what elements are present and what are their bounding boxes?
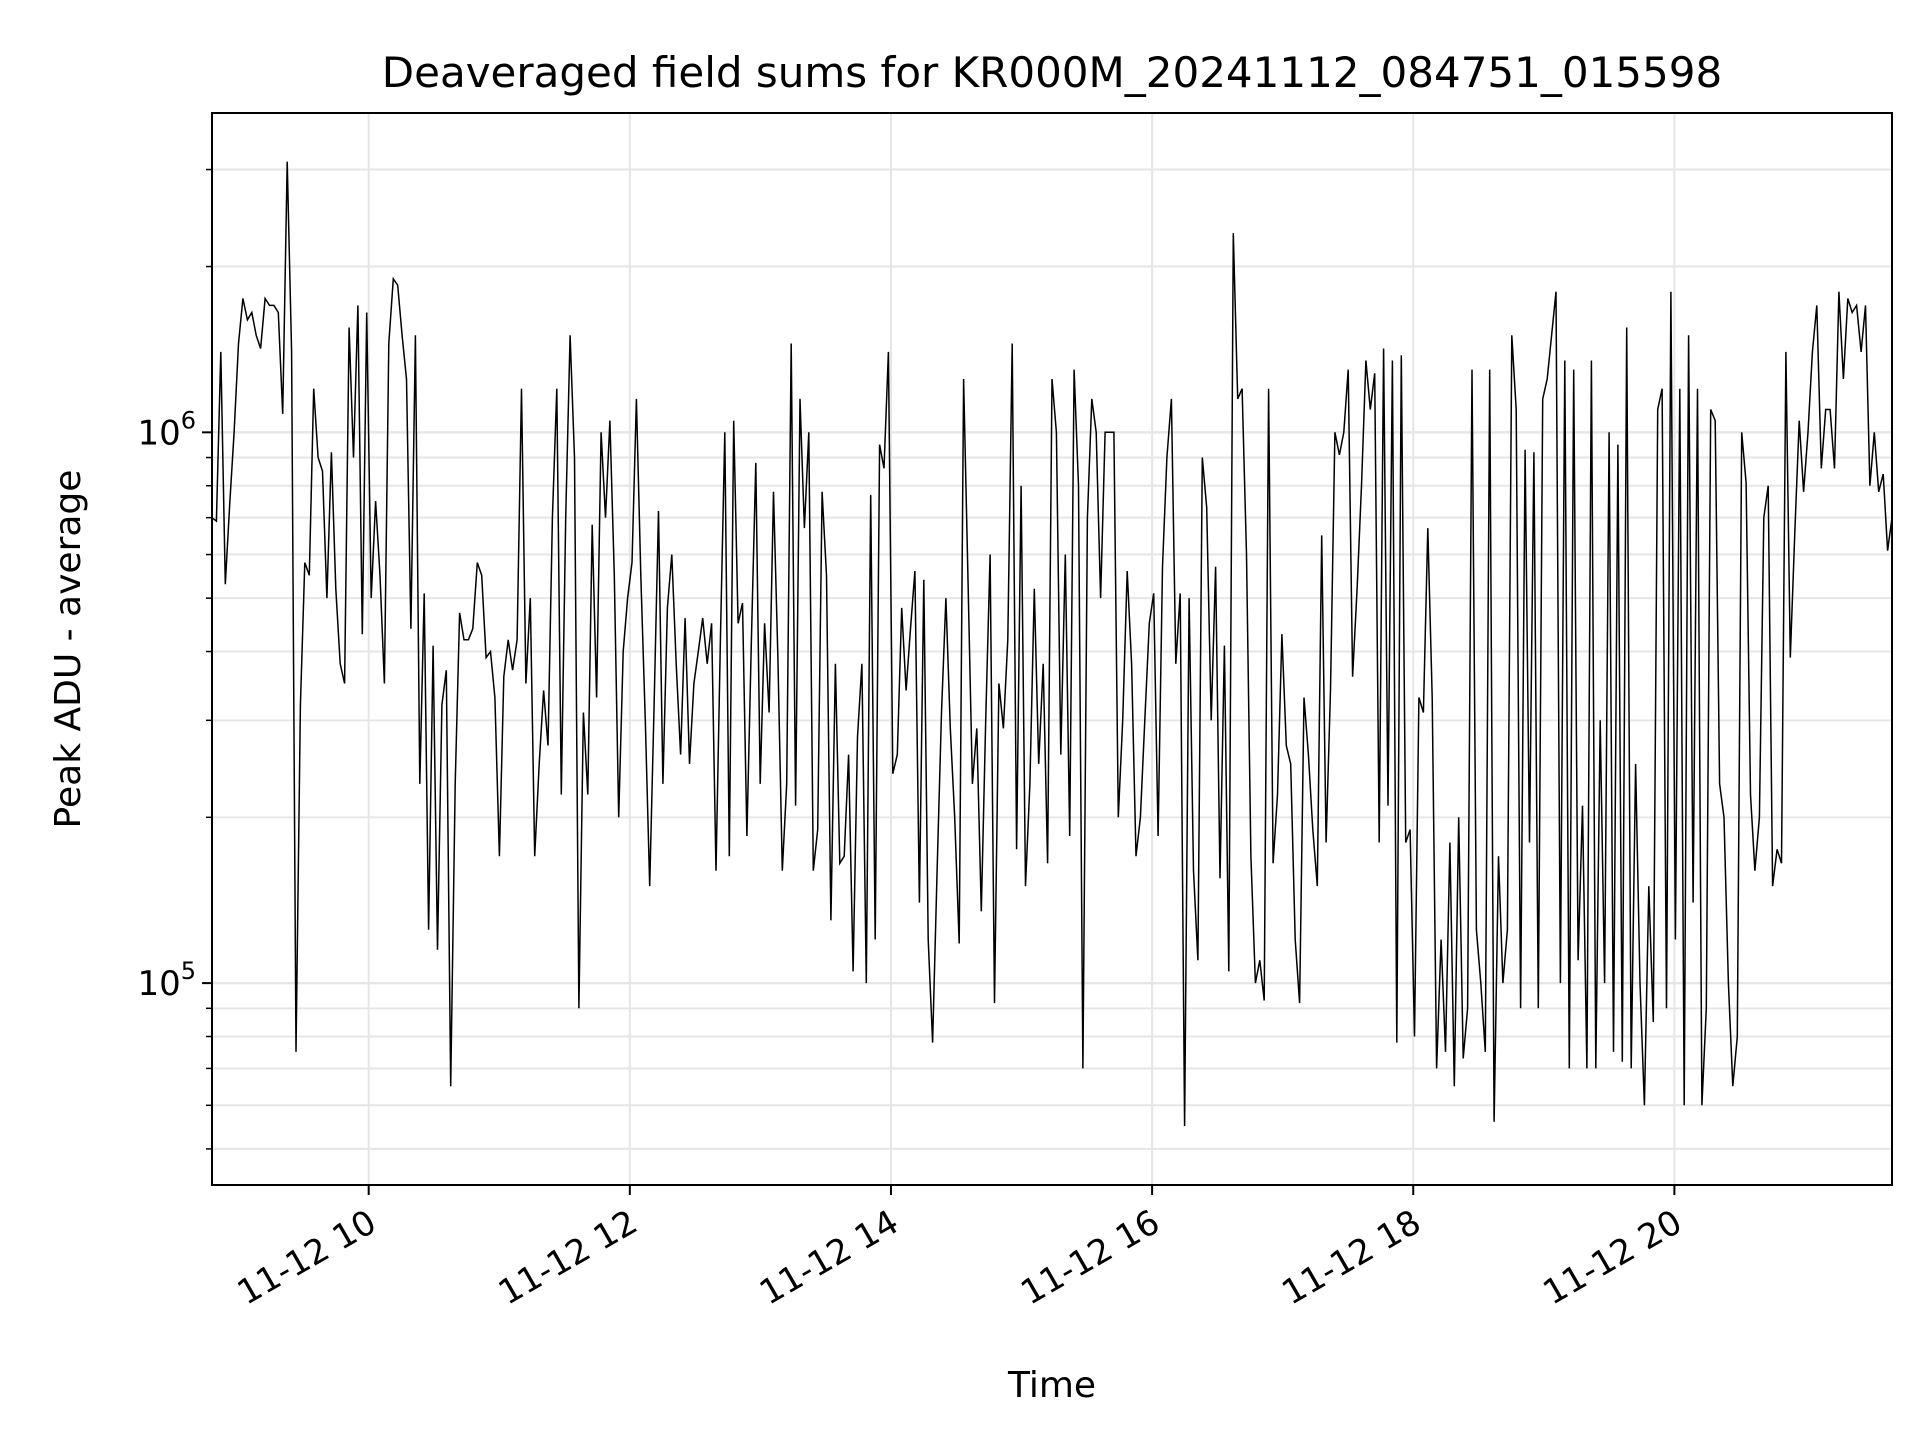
series-line <box>211 161 1893 1127</box>
y-axis-label: Peak ADU - average <box>48 470 89 829</box>
axis-ticks <box>202 168 1676 1195</box>
data-series <box>211 161 1893 1127</box>
plot-frame <box>211 112 1893 1186</box>
y-tick-label: 105 <box>137 957 196 1004</box>
chart-title: Deaveraged field sums for KR000M_2024111… <box>382 48 1722 97</box>
x-axis-label: Time <box>1007 1365 1096 1406</box>
y-tick-label: 106 <box>137 406 196 453</box>
